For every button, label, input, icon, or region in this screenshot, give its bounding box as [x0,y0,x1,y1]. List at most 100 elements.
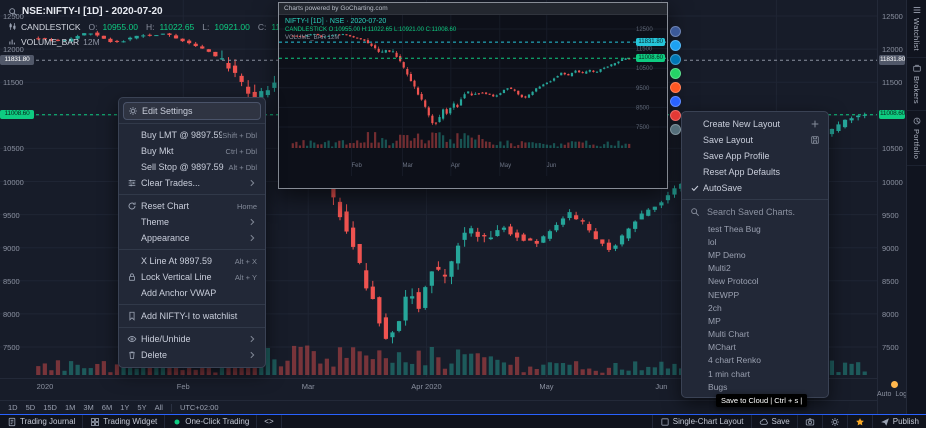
check-icon [690,183,703,193]
popup-chart-window[interactable]: Charts powered by GoCharting.com Feb Mar A… [278,2,668,189]
layout-menu-item-autosave[interactable]: AutoSave [682,180,828,196]
timeframe-button-5y[interactable]: 5Y [137,403,147,412]
layout-menu-item-save-layout[interactable]: Save Layout [682,132,828,148]
share-whatsapp-button[interactable] [670,68,681,79]
chart-legend: NSE:NIFTY-I [1D] - 2020-07-20 CANDLESTIC… [8,4,306,49]
timeframe-button-5d[interactable]: 5D [25,403,36,412]
context-menu-item-appearance[interactable]: Appearance [119,230,265,246]
context-menu-item-hide-unhide[interactable]: Hide/Unhide [119,331,265,347]
price-tick: 8000 [882,309,899,319]
timeframe-button-3m[interactable]: 3M [83,403,94,412]
bottombar-single-chart-layout[interactable]: Single-Chart Layout [651,415,751,428]
saved-chart-item-multi-chart[interactable]: Multi Chart [708,329,750,340]
popup-chart-body: Feb Mar Apr May Jun 12500 11500 10500 9500 8500 75… [279,15,667,188]
sidebar-tab-watchlist[interactable]: Watchlist [907,0,926,58]
bottombar-publish[interactable]: Publish [871,415,926,428]
time-axis[interactable]: 2020 Feb Mar Apr 2020 May Jun [0,378,877,392]
volume-row[interactable]: VOLUME_BAR 12M [8,34,306,49]
context-menu-item-add-anchor-vwap[interactable]: Add Anchor VWAP [119,285,265,301]
price-axis[interactable]: Auto Log 12500 12000 11500 10500 10000 9500 90… [876,0,908,414]
layout-menu-item-reset-app-defaults[interactable]: Reset App Defaults [682,164,828,180]
menu-item-label: Edit Settings [142,106,193,116]
bottombar-trading-widget[interactable]: Trading Widget [83,415,166,428]
price-tick: 9500 [882,210,899,220]
sidebar-tab-brokers[interactable]: Brokers [907,58,926,111]
saved-chart-item-mp-demo[interactable]: MP Demo [708,249,746,260]
popup-titlebar[interactable]: Charts powered by GoCharting.com [279,3,667,15]
label: <> [264,417,274,426]
price-tick: 8000 [3,309,20,319]
bottombar-item[interactable]: <> [257,415,282,428]
price-tick: 9000 [882,243,899,253]
saved-chart-item-newpp[interactable]: NEWPP [708,289,740,300]
menu-item-label: Save Layout [703,135,754,145]
share-email-button[interactable] [670,124,681,135]
bottombar-save[interactable]: Save [750,415,797,428]
gear-icon [830,417,840,427]
timeframe-button-1y[interactable]: 1Y [120,403,130,412]
bottombar-gear[interactable] [821,415,847,428]
timezone-button[interactable]: UTC+02:00 [179,403,219,412]
saved-chart-item-multi2[interactable]: Multi2 [708,263,731,274]
symbol-row[interactable]: NSE:NIFTY-I [1D] - 2020-07-20 [8,4,306,19]
bottombar-one-click-trading[interactable]: One-Click Trading [165,415,258,428]
layout-menu-item-save-app-profile[interactable]: Save App Profile [682,148,828,164]
context-menu-item-clear-trades[interactable]: Clear Trades... [119,175,265,191]
time-axis-label: Apr 2020 [411,382,442,391]
time-axis-label: Mar [301,382,315,391]
saved-charts-search-input[interactable] [705,206,815,218]
sidebar-tab-label: Portfolio [912,128,921,160]
timeframe-button-all[interactable]: All [154,403,163,412]
journal-icon [7,417,17,427]
price-tick: 7500 [882,343,899,352]
timeframe-button-1d[interactable]: 1D [8,403,18,412]
saved-chart-item-mp[interactable]: MP [708,315,721,326]
timeframe-button-6m[interactable]: 6M [101,403,113,412]
share-telegram-button[interactable] [670,96,681,107]
share-linkedin-button[interactable] [670,54,681,65]
menu-divider [119,249,265,250]
log-scale-button[interactable]: Log [895,391,908,398]
saved-chart-item-1-min-chart[interactable]: 1 min chart [708,368,751,379]
saved-chart-item-test-thea-bug[interactable]: test Thea Bug [708,223,761,234]
sidebar-tab-portfolio[interactable]: Portfolio [907,111,926,167]
context-menu-item-add-nifty-i-to-watchlist[interactable]: Add NIFTY-I to watchlist [119,308,265,324]
alert-dot[interactable] [891,381,898,388]
context-menu-item-buy-lmt-9897-59[interactable]: Buy LMT @ 9897.59 Shift + Dbl [119,127,265,143]
context-menu-item-x-line-at-9897-59[interactable]: X Line At 9897.59 Alt + X [119,253,265,269]
context-menu-item-lock-vertical-line[interactable]: Lock Vertical Line Alt + Y [119,269,265,285]
gear-icon [128,106,142,116]
share-pinterest-button[interactable] [670,110,681,121]
bottombar-trading-journal[interactable]: Trading Journal [0,415,84,428]
search-icon[interactable] [8,7,18,17]
saved-chart-item-4-chart-renko[interactable]: 4 chart Renko [708,355,761,366]
volume-value: 12M [83,36,100,47]
auto-scale-button[interactable]: Auto [876,391,892,398]
saved-chart-item-mchart[interactable]: MChart [708,342,736,353]
popup-candlestick-chart[interactable]: Feb Mar Apr May Jun 12500 11500 10500 9500 8500 75… [279,15,667,176]
context-menu-item-theme[interactable]: Theme [119,214,265,230]
saved-chart-item-bugs[interactable]: Bugs [708,381,728,392]
bottombar-star[interactable] [846,415,872,428]
context-menu-item-sell-stop-9897-59[interactable]: Sell Stop @ 9897.59 Alt + Dbl [119,159,265,175]
saved-chart-item-2ch[interactable]: 2ch [708,302,722,313]
share-facebook-button[interactable] [670,26,681,37]
context-menu-item-reset-chart[interactable]: Reset Chart Home [119,198,265,214]
context-menu-item-delete[interactable]: Delete [119,347,265,363]
saved-chart-item-lol[interactable]: lol [708,236,717,247]
share-twitter-button[interactable] [670,40,681,51]
layout-menu-item-create-new-layout[interactable]: Create New Layout [682,116,828,132]
timeframe-button-15d[interactable]: 15D [43,403,57,412]
context-menu-item-buy-mkt[interactable]: Buy Mkt Ctrl + Dbl [119,143,265,159]
label: Trading Journal [20,417,76,426]
pie-icon [912,116,922,126]
study-row[interactable]: CANDLESTICK O: 10955.00 H: 11022.65 L: 1092… [8,19,306,34]
saved-chart-item-new-protocol[interactable]: New Protocol [708,276,759,287]
bottombar-camera[interactable] [796,415,822,428]
share-reddit-button[interactable] [670,82,681,93]
timeframe-button-1m[interactable]: 1M [64,403,76,412]
symbol-title: NSE:NIFTY-I [1D] - 2020-07-20 [22,6,163,17]
context-menu-item-edit-settings[interactable]: Edit Settings [123,102,261,120]
price-tick: 10000 [882,177,903,187]
svg-text:Mar: Mar [403,163,413,169]
